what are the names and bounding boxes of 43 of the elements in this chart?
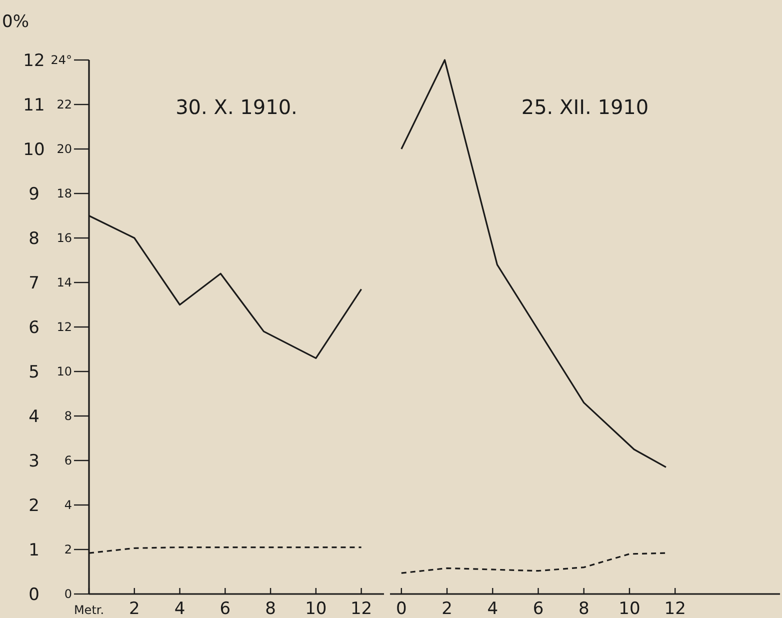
y-tick-label: 2 [28,496,40,516]
x-tick-label: 12 [350,599,372,618]
y-tick-label: 10 [23,140,45,160]
x-tick-label: 10 [618,599,640,618]
y2-tick-label: 10 [56,364,72,378]
y2-tick-label: 22 [56,98,72,112]
y2-tick-label: 6 [64,454,72,468]
y2-tick-label: 0 [64,587,72,601]
y-tick-label: 9 [28,184,40,204]
y2-tick-label: 18 [56,186,72,200]
y-tick-label: 6 [28,318,40,338]
x-tick-label: 2 [128,599,140,618]
x-tick-label: 4 [174,599,186,618]
y-axis-title: 0% [2,12,29,32]
y-tick-label: 8 [28,229,40,249]
x-tick-label: 0 [396,599,407,618]
y2-tick-label: 2 [64,542,72,556]
y2-tick-label: 20 [56,142,72,156]
y2-tick-label: 16 [56,231,72,245]
y2-tick-label: 8 [64,409,72,423]
y-tick-label: 1 [28,540,40,560]
y-tick-label: 7 [28,274,40,294]
x-tick-label: Metr. [74,603,104,617]
x-tick-label: 2 [442,599,452,618]
y-tick-label: 12 [23,51,45,71]
y-tick-label: 0 [28,585,40,605]
x-tick-label: 8 [578,599,590,618]
x-tick-label: 6 [220,599,231,618]
y-tick-label: 4 [28,407,40,427]
y-tick-label: 5 [28,362,40,382]
x-tick-label: 10 [305,599,327,618]
x-tick-label: 6 [532,599,544,618]
x-tick-label: 4 [487,599,498,618]
y-tick-label: 11 [23,96,45,116]
text: 30. X. 1910. [176,95,298,119]
x-tick-label: 12 [664,599,686,618]
y-tick-label: 3 [28,452,40,472]
x-tick-label: 8 [265,599,276,618]
y2-tick-label: 24° [50,53,72,67]
text: 25. XII. 1910 [521,95,649,119]
y2-tick-label: 12 [56,320,72,334]
y2-tick-label: 4 [64,498,72,512]
y2-tick-label: 14 [56,276,72,290]
